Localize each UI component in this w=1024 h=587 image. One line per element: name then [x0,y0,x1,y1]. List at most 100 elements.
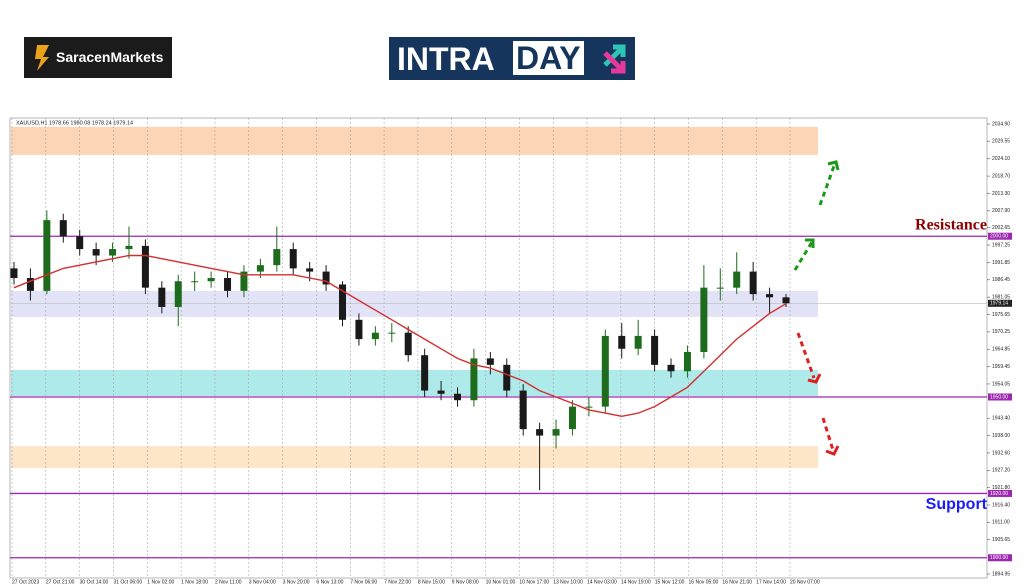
logo-mark [35,45,49,71]
level-label: 2000.00 [990,234,1008,240]
y-tick-label: 2029.55 [992,139,1010,145]
candle-body [322,271,330,285]
y-tick-label: 1938.00 [992,433,1010,439]
candle-body [388,332,396,334]
candle [76,229,84,256]
level-tag [988,393,1012,401]
y-tick-label: 1986.45 [992,277,1010,283]
candle-body [76,236,84,250]
zone [11,369,818,397]
level-tag [988,489,1012,497]
y-tick-label: 1997.25 [992,242,1010,248]
y-tick-label: 2013.30 [992,191,1010,197]
candle [158,281,166,314]
candle [141,239,149,295]
candle [651,329,659,372]
y-tick-label: 1932.60 [992,450,1010,456]
candle [453,387,461,407]
candle-body [733,271,741,288]
candle [371,326,379,346]
x-tick-label: 1 Nov 18:00 [181,579,208,585]
annotation: Support [926,496,988,513]
candle [43,210,51,295]
brand-logo: SaracenMarkets [24,37,172,78]
x-tick-label: 27 Oct 2023 [12,579,39,585]
zone [11,126,818,155]
candle-body [437,390,445,394]
candle-body [519,390,527,430]
y-tick-label: 2034.90 [992,121,1010,127]
arrows [793,160,840,456]
candle [174,274,182,327]
candle-body [601,335,609,407]
level-tag [988,554,1012,562]
candle-body [26,278,34,291]
candle [26,268,34,301]
candle-body [453,393,461,401]
candle-body [766,294,774,298]
candle [634,319,642,356]
candle-body [371,332,379,340]
candle-body [273,249,281,266]
candle [552,419,560,449]
candle-body [700,287,708,352]
x-tick-label: 30 Oct 14:00 [80,579,109,585]
x-tick-label: 14 Nov 19:00 [621,579,651,585]
candle-body [43,220,51,291]
x-tick-label: 15 Nov 12:00 [655,579,685,585]
x-tick-label: 2 Nov 11:00 [215,579,242,585]
candle-body [503,364,511,391]
candle-body [552,429,560,436]
x-tick-label: 10 Nov 17:00 [519,579,549,585]
intraday-logo: INTRA DAY [389,37,635,80]
x-tick-label: 3 Nov 04:00 [249,579,276,585]
candle [667,358,675,378]
zone [11,446,818,469]
candle [585,396,593,417]
candle-body [421,355,429,391]
current-price-label: 1979.14 [990,301,1008,307]
x-tick-label: 3 Nov 20:00 [283,579,310,585]
candle [322,265,330,291]
y-tick-label: 2018.70 [992,173,1010,179]
y-tick-label: 1921.80 [992,485,1010,491]
candle [437,380,445,401]
x-tick-label: 16 Nov 05:00 [689,579,719,585]
candle-body [716,287,724,289]
candle-body [256,265,264,272]
x-tick-label: 16 Nov 21:00 [722,579,752,585]
candle [404,326,412,362]
candle [421,348,429,397]
candle [749,261,757,301]
current-price-tag [988,299,1012,307]
candle [601,329,609,414]
annotation: Resistance [915,217,987,234]
candle-body [782,297,790,304]
zone [11,290,818,317]
y-tick-label: 2024.10 [992,156,1010,162]
candle-body [10,268,18,279]
candle-body [585,406,593,408]
candle-body [404,332,412,356]
x-tick-label: 13 Nov 10:00 [553,579,583,585]
candle-body [141,245,149,288]
candle [388,323,396,343]
candle-body [486,358,494,365]
candle [782,294,790,307]
candle [224,271,232,298]
y-tick-label: 2007.90 [992,208,1010,214]
candle [207,271,215,288]
logo-intra: INTRA [397,41,495,77]
x-tick-label: 7 Nov 22:00 [384,579,411,585]
x-tick-label: 20 Nov 07:00 [790,579,820,585]
candle [10,261,18,285]
logo-day: DAY [513,41,584,75]
candle-body [92,249,100,256]
x-tick-label: 8 Nov 15:00 [418,579,445,585]
y-tick-label: 1970.25 [992,329,1010,335]
y-tick-label: 1959.45 [992,364,1010,370]
level-label: 1920.00 [990,491,1008,497]
x-tick-label: 10 Nov 01:00 [486,579,516,585]
